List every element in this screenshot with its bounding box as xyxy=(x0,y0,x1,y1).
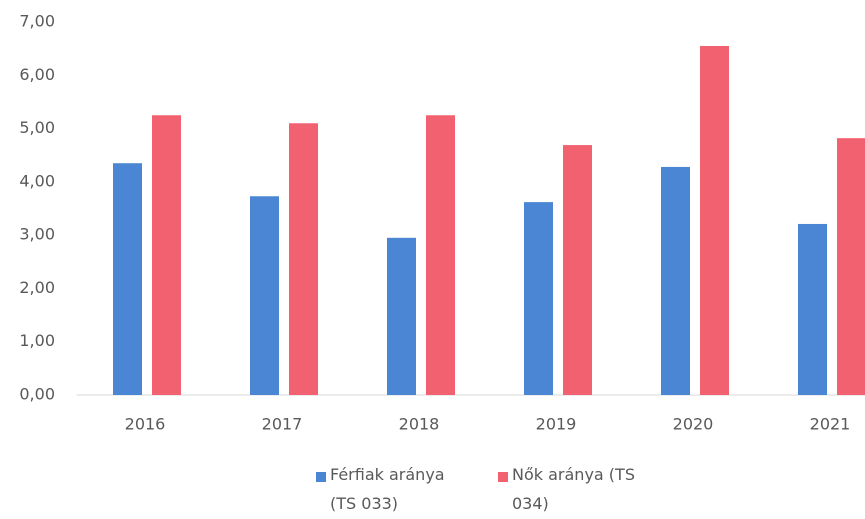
y-tick-label: 6,00 xyxy=(19,65,55,84)
bar xyxy=(152,115,181,395)
legend-swatch xyxy=(498,472,508,482)
y-tick-label: 7,00 xyxy=(19,12,55,31)
legend-swatch xyxy=(316,472,326,482)
legend-item: Férfiak aránya (TS 033) xyxy=(316,465,470,518)
legend-label: Férfiak aránya (TS 033) xyxy=(330,465,445,513)
bar xyxy=(426,115,455,395)
x-tick-label: 2020 xyxy=(673,415,714,434)
y-tick-label: 1,00 xyxy=(19,331,55,350)
bar xyxy=(113,163,142,395)
bar xyxy=(837,138,865,396)
y-tick-label: 0,00 xyxy=(19,385,55,404)
x-tick-label: 2016 xyxy=(125,415,166,434)
bar xyxy=(387,237,416,395)
bar xyxy=(563,145,592,395)
legend: Férfiak aránya (TS 033) Nők aránya (TS 03… xyxy=(0,465,865,519)
legend-label: Nők aránya (TS 034) xyxy=(512,465,635,513)
bar xyxy=(289,123,318,395)
y-tick-label: 2,00 xyxy=(19,278,55,297)
bar xyxy=(700,45,729,395)
y-tick-label: 4,00 xyxy=(19,171,55,190)
chart: 0,00 1,00 2,00 3,00 4,00 5,00 6,00 7,00 2016 2017… xyxy=(19,12,865,434)
x-tick-label: 2021 xyxy=(810,415,851,434)
bar xyxy=(798,223,827,395)
x-tick-label: 2017 xyxy=(262,415,303,434)
bar xyxy=(250,196,279,395)
x-tick-label: 2019 xyxy=(536,415,577,434)
x-tick-label: 2018 xyxy=(399,415,440,434)
bar xyxy=(524,202,553,395)
y-tick-label: 5,00 xyxy=(19,118,55,137)
y-tick-label: 3,00 xyxy=(19,225,55,244)
bar xyxy=(661,166,690,395)
legend-item: Nők aránya (TS 034) xyxy=(498,465,652,518)
